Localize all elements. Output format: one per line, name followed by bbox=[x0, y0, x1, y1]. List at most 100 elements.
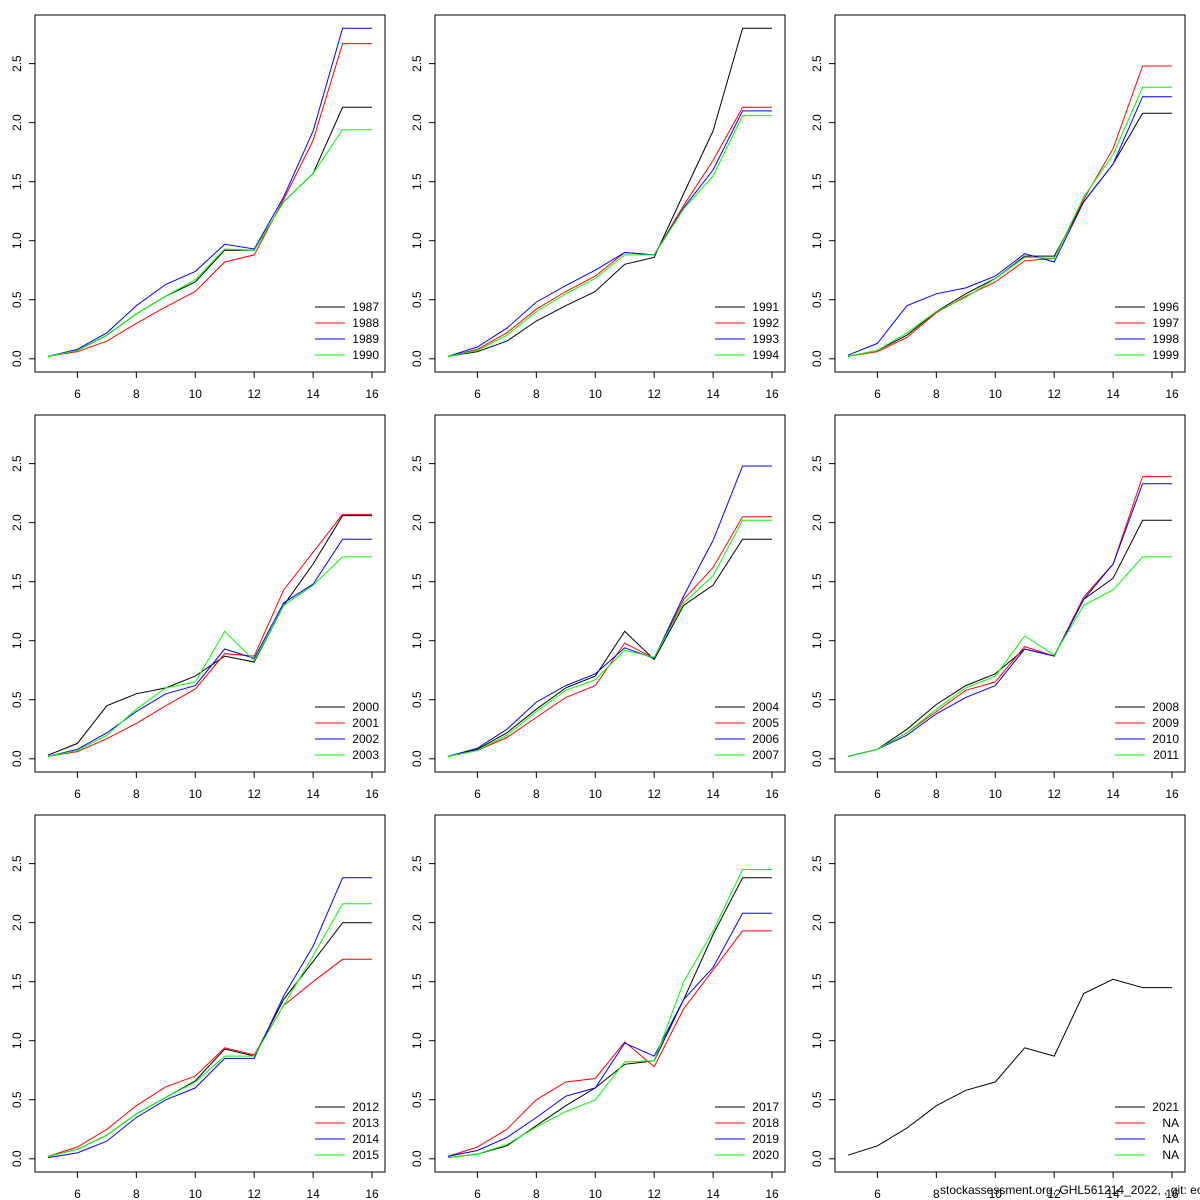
x-tick-label: 16 bbox=[365, 1187, 379, 1200]
x-tick-label: 10 bbox=[189, 1187, 203, 1200]
y-tick-label: 2.5 bbox=[10, 55, 24, 72]
x-tick-label: 16 bbox=[1165, 1187, 1179, 1200]
x-tick-label: 10 bbox=[989, 387, 1003, 401]
legend-label: 2014 bbox=[352, 1132, 379, 1146]
series-line bbox=[447, 106, 772, 357]
series-line bbox=[847, 476, 1172, 757]
x-tick-label: 14 bbox=[706, 787, 720, 801]
y-tick-label: 0.0 bbox=[810, 350, 824, 367]
x-tick-label: 8 bbox=[533, 787, 540, 801]
x-tick-label: 10 bbox=[189, 387, 203, 401]
panel: 6 8 10 12 14 16 0.0 0.5 1.0 1.5 2.0 2.5 2000 2001 2002… bbox=[10, 414, 386, 801]
series-line bbox=[447, 538, 772, 757]
x-tick-label: 8 bbox=[933, 387, 940, 401]
legend-label: 2006 bbox=[752, 732, 779, 746]
series-line bbox=[47, 958, 372, 1157]
x-tick-label: 6 bbox=[474, 1187, 481, 1200]
y-tick-label: 1.0 bbox=[410, 1032, 424, 1049]
legend-label: 1998 bbox=[1152, 332, 1179, 346]
x-tick-label: 12 bbox=[1048, 1187, 1062, 1200]
plot-box bbox=[834, 814, 1186, 1173]
series-line bbox=[47, 43, 372, 357]
y-tick-label: 2.0 bbox=[810, 114, 824, 131]
series-line bbox=[47, 877, 372, 1159]
y-tick-label: 1.5 bbox=[410, 173, 424, 190]
series-line bbox=[47, 106, 372, 357]
y-tick-label: 0.0 bbox=[10, 1150, 24, 1167]
series-line bbox=[47, 903, 372, 1157]
y-tick-label: 0.0 bbox=[10, 350, 24, 367]
y-tick-label: 1.5 bbox=[810, 573, 824, 590]
series-line bbox=[447, 110, 772, 357]
panel: 6 8 10 12 14 16 0.0 0.5 1.0 1.5 2.0 2.5 1996 1997 1998… bbox=[810, 14, 1186, 401]
y-tick-label: 0.5 bbox=[810, 291, 824, 308]
legend-label: 2017 bbox=[752, 1100, 779, 1114]
legend-label: 1988 bbox=[352, 316, 379, 330]
x-tick-label: 12 bbox=[648, 387, 662, 401]
legend-label: NA bbox=[1162, 1148, 1179, 1162]
y-tick-label: 1.0 bbox=[410, 632, 424, 649]
x-tick-label: 14 bbox=[306, 1187, 320, 1200]
y-tick-label: 1.5 bbox=[810, 973, 824, 990]
y-tick-label: 2.0 bbox=[410, 114, 424, 131]
legend-label: NA bbox=[1162, 1116, 1179, 1130]
series-line bbox=[47, 515, 372, 756]
y-tick-label: 1.0 bbox=[10, 632, 24, 649]
legend-label: 2008 bbox=[1152, 700, 1179, 714]
x-tick-label: 12 bbox=[1048, 787, 1062, 801]
panel: 6 8 10 12 14 16 0.0 0.5 1.0 1.5 2.0 2.5 2017 2018 2019… bbox=[410, 814, 786, 1200]
y-tick-label: 0.5 bbox=[10, 691, 24, 708]
plot-box bbox=[34, 814, 386, 1173]
legend-label: 1994 bbox=[752, 348, 779, 362]
series-line bbox=[847, 86, 1172, 357]
legend-label: 2021 bbox=[1152, 1100, 1179, 1114]
series-line bbox=[447, 869, 772, 1159]
panel: 6 8 10 12 14 16 0.0 0.5 1.0 1.5 2.0 2.5 2008 2009 2010… bbox=[810, 414, 1186, 801]
y-tick-label: 1.5 bbox=[410, 973, 424, 990]
y-tick-label: 0.5 bbox=[810, 691, 824, 708]
x-tick-label: 6 bbox=[74, 387, 81, 401]
x-tick-label: 14 bbox=[1106, 787, 1120, 801]
x-tick-label: 12 bbox=[248, 387, 262, 401]
x-tick-label: 6 bbox=[74, 1187, 81, 1200]
panel: 6 8 10 12 14 16 0.0 0.5 1.0 1.5 2.0 2.5 1987 1988 1989… bbox=[10, 14, 386, 401]
series-line bbox=[447, 912, 772, 1157]
y-tick-label: 0.0 bbox=[810, 1150, 824, 1167]
y-tick-label: 0.5 bbox=[410, 291, 424, 308]
plot-box bbox=[834, 14, 1186, 373]
legend-label: 2009 bbox=[1152, 716, 1179, 730]
plot-box bbox=[34, 414, 386, 773]
x-tick-label: 10 bbox=[589, 1187, 603, 1200]
y-tick-label: 0.5 bbox=[410, 1091, 424, 1108]
y-tick-label: 2.0 bbox=[410, 514, 424, 531]
x-tick-label: 8 bbox=[933, 1187, 940, 1200]
y-tick-label: 2.5 bbox=[10, 455, 24, 472]
legend-label: 1997 bbox=[1152, 316, 1179, 330]
x-tick-label: 8 bbox=[133, 387, 140, 401]
series-line bbox=[847, 65, 1172, 357]
x-tick-label: 10 bbox=[189, 787, 203, 801]
legend-label: 2020 bbox=[752, 1148, 779, 1162]
legend-label: 1999 bbox=[1152, 348, 1179, 362]
legend-label: 2004 bbox=[752, 700, 779, 714]
series-line bbox=[847, 112, 1172, 357]
x-tick-label: 10 bbox=[589, 387, 603, 401]
legend-label: 2019 bbox=[752, 1132, 779, 1146]
legend-label: 1993 bbox=[752, 332, 779, 346]
y-tick-label: 1.5 bbox=[10, 173, 24, 190]
series-line bbox=[847, 556, 1172, 757]
legend-label: 1989 bbox=[352, 332, 379, 346]
y-tick-label: 1.5 bbox=[10, 973, 24, 990]
series-line bbox=[847, 978, 1172, 1156]
y-tick-label: 0.5 bbox=[410, 691, 424, 708]
series-line bbox=[447, 930, 772, 1157]
y-tick-label: 2.0 bbox=[810, 514, 824, 531]
x-tick-label: 6 bbox=[874, 1187, 881, 1200]
y-tick-label: 2.5 bbox=[810, 855, 824, 872]
x-tick-label: 14 bbox=[1106, 1187, 1120, 1200]
series-line bbox=[447, 519, 772, 757]
x-tick-label: 8 bbox=[133, 787, 140, 801]
legend-label: 2007 bbox=[752, 748, 779, 762]
x-tick-label: 10 bbox=[989, 1187, 1003, 1200]
